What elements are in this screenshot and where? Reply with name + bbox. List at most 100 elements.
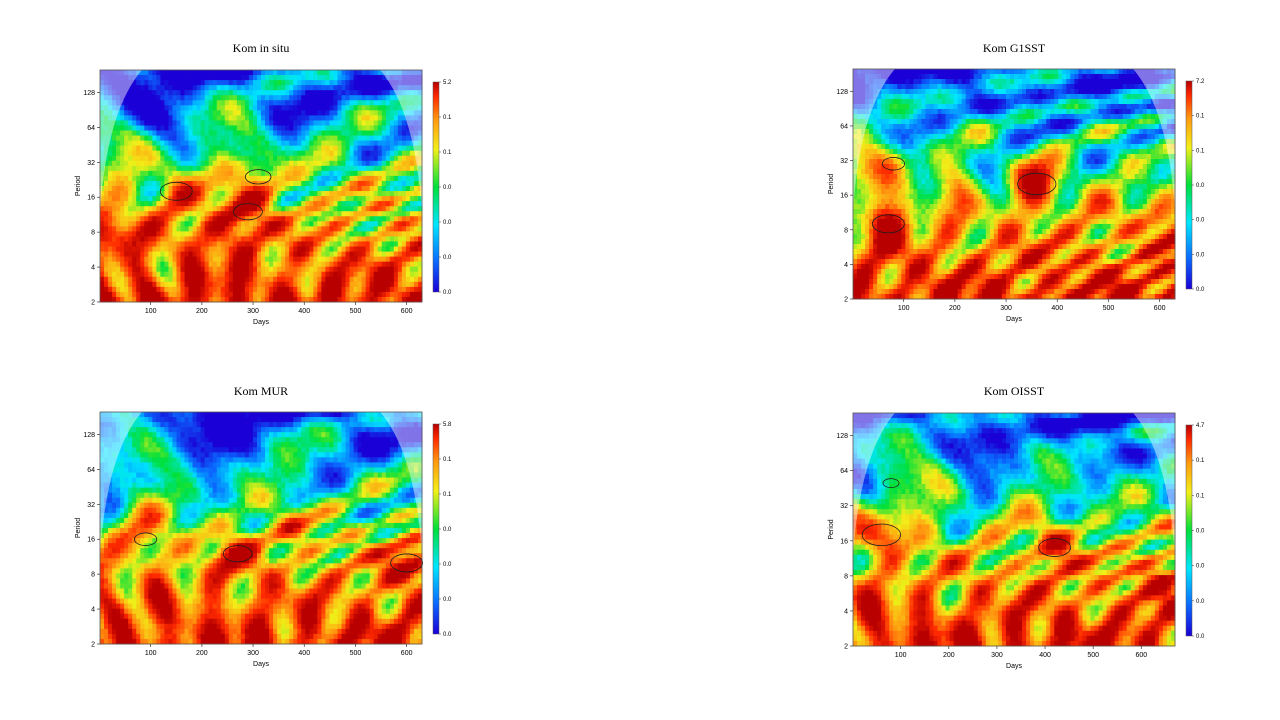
heatmap-cell: [289, 80, 294, 86]
heatmap-cell: [285, 281, 290, 288]
heatmap-cell: [397, 140, 403, 147]
heatmap-cell: [365, 271, 371, 278]
heatmap-cell: [389, 271, 395, 278]
heatmap-cell: [200, 201, 206, 207]
heatmap-cell: [329, 95, 334, 101]
heatmap-cell: [969, 139, 975, 145]
heatmap-cell: [1098, 139, 1103, 145]
heatmap-cell: [305, 261, 310, 268]
heatmap-cell: [184, 70, 189, 76]
heatmap-cell: [269, 145, 274, 152]
heatmap-cell: [1122, 134, 1128, 140]
heatmap-cell: [168, 155, 173, 162]
heatmap-cell: [240, 75, 246, 81]
heatmap-cell: [381, 226, 387, 232]
heatmap-cell: [317, 201, 322, 207]
heatmap-cell: [120, 261, 125, 268]
heatmap-cell: [212, 246, 218, 252]
heatmap-cell: [409, 186, 415, 192]
heatmap-cell: [240, 271, 246, 278]
heatmap-cell: [236, 70, 242, 76]
heatmap-cell: [164, 231, 169, 237]
heatmap-cell: [176, 251, 181, 258]
heatmap-cell: [192, 125, 197, 131]
heatmap-cell: [941, 104, 946, 110]
heatmap-cell: [953, 94, 959, 100]
heatmap-cell: [252, 135, 258, 142]
heatmap-cell: [1054, 124, 1059, 130]
heatmap-cell: [216, 226, 222, 232]
heatmap-cell: [200, 216, 206, 222]
heatmap-cell: [381, 100, 387, 106]
heatmap-cell: [297, 291, 302, 298]
heatmap-cell: [925, 124, 930, 130]
heatmap-cell: [180, 276, 185, 283]
heatmap-cell: [208, 90, 214, 96]
heatmap-cell: [337, 226, 342, 232]
heatmap-cell: [144, 140, 149, 147]
heatmap-cell: [160, 85, 165, 91]
heatmap-cell: [164, 221, 169, 227]
heatmap-cell: [212, 145, 218, 152]
heatmap-cell: [321, 281, 326, 288]
heatmap-cell: [977, 79, 983, 85]
heatmap-cell: [333, 170, 338, 177]
heatmap-cell: [1130, 74, 1136, 80]
heatmap-cell: [204, 221, 210, 227]
heatmap-cell: [248, 115, 254, 121]
heatmap-cell: [341, 175, 346, 182]
heatmap-cell: [1134, 79, 1140, 85]
heatmap-cell: [273, 125, 278, 131]
heatmap-cell: [269, 191, 274, 197]
heatmap-cell: [156, 75, 161, 81]
heatmap-cell: [224, 231, 230, 237]
heatmap-cell: [232, 75, 238, 81]
heatmap-cell: [281, 241, 286, 247]
heatmap-cell: [156, 170, 161, 177]
y-tick-label: 8: [91, 230, 95, 237]
heatmap-cell: [184, 110, 189, 116]
heatmap-cell: [136, 216, 141, 222]
heatmap-cell: [321, 271, 326, 278]
heatmap-cell: [909, 104, 914, 110]
heatmap-cell: [228, 125, 234, 131]
heatmap-cell: [309, 165, 314, 172]
heatmap-cell: [180, 115, 185, 121]
heatmap-cell: [337, 160, 342, 167]
heatmap-cell: [401, 221, 407, 227]
heatmap-cell: [216, 160, 222, 167]
heatmap-cell: [401, 150, 407, 157]
heatmap-cell: [917, 79, 922, 85]
heatmap-cell: [248, 261, 254, 268]
heatmap-cell: [208, 165, 214, 172]
heatmap-cell: [353, 186, 359, 192]
heatmap-cell: [184, 201, 189, 207]
heatmap-cell: [933, 89, 938, 95]
heatmap-cell: [297, 266, 302, 273]
heatmap-cell: [993, 144, 999, 150]
heatmap-cell: [313, 236, 318, 242]
heatmap-cell: [108, 246, 113, 252]
heatmap-cell: [1142, 129, 1148, 135]
heatmap-cell: [252, 95, 258, 101]
heatmap-cell: [184, 186, 189, 192]
heatmap-cell: [1098, 74, 1103, 80]
heatmap-cell: [188, 140, 193, 147]
heatmap-cell: [132, 115, 137, 121]
heatmap-cell: [997, 89, 1003, 95]
heatmap-cell: [120, 160, 125, 167]
heatmap-cell: [156, 150, 161, 157]
heatmap-cell: [873, 94, 878, 100]
heatmap-cells: [853, 69, 1176, 300]
heatmap-cell: [252, 110, 258, 116]
heatmap-cell: [208, 186, 214, 192]
heatmap-cell: [176, 296, 181, 303]
heatmap-cell: [269, 165, 274, 172]
heatmap-cell: [200, 271, 206, 278]
heatmap-cell: [228, 241, 234, 247]
heatmap-cell: [256, 221, 262, 227]
heatmap-cell: [1122, 104, 1128, 110]
heatmap-cell: [128, 286, 133, 293]
heatmap-cell: [385, 291, 391, 298]
heatmap-cell: [337, 251, 342, 258]
